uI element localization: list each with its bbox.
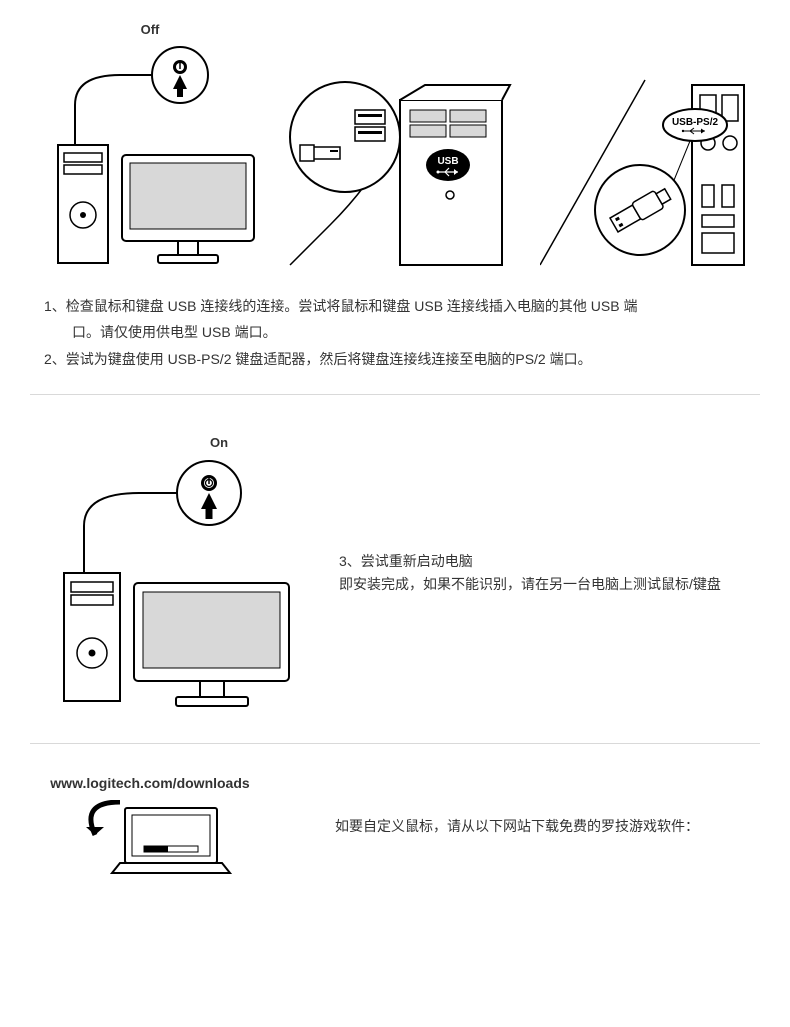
usb-badge-text: USB [437,156,458,167]
section-download: www.logitech.com/downloads 如要自定义鼠标，请从以下网… [0,762,790,890]
step-3-body: 即安装完成，如果不能识别，请在另一台电脑上测试鼠标/键盘 [339,573,760,595]
step-1-line-1: 1、检查鼠标和键盘 USB 连接线的连接。尝试将鼠标和键盘 USB 连接线插入电… [44,295,746,317]
diagram-pc-on: On [44,433,304,713]
download-diagram: www.logitech.com/downloads [50,772,250,880]
diagram-ps2-adapter: USB-PS/2 [540,75,750,275]
pc-off-svg [40,45,260,275]
step-1-line-2: 口。请仅使用供电型 USB 端口。 [44,321,746,343]
divider-1 [30,394,760,395]
off-label: Off [40,20,260,41]
instructions-block-1: 1、检查鼠标和键盘 USB 连接线的连接。尝试将鼠标和键盘 USB 连接线插入电… [0,295,790,384]
pc-on-svg [44,458,304,713]
usb-svg: USB [280,75,520,275]
step-2: 2、尝试为键盘使用 USB-PS/2 键盘适配器，然后将键盘连接线连接至电脑的P… [44,348,746,370]
step-3-text: 3、尝试重新启动电脑 即安装完成，如果不能识别，请在另一台电脑上测试鼠标/键盘 [304,550,760,595]
usbps2-badge-text: USB-PS/2 [672,117,719,128]
download-text: 如要自定义鼠标，请从以下网站下载免费的罗技游戏软件： [250,815,760,837]
step-3-title: 3、尝试重新启动电脑 [339,550,760,572]
section-restart: On 3、尝试重新启动电脑 即安装完成，如果不能识别，请在 [0,413,790,733]
on-label: On [134,433,304,454]
download-url: www.logitech.com/downloads [50,772,250,794]
ps2-svg: USB-PS/2 [540,75,750,275]
diagram-pc-off: Off [40,20,260,275]
download-body: 如要自定义鼠标，请从以下网站下载免费的罗技游戏软件： [335,815,760,837]
laptop-svg [50,800,250,880]
illustration-row-top: Off [0,0,790,295]
divider-2 [30,743,760,744]
diagram-usb-insert: USB [280,75,520,275]
